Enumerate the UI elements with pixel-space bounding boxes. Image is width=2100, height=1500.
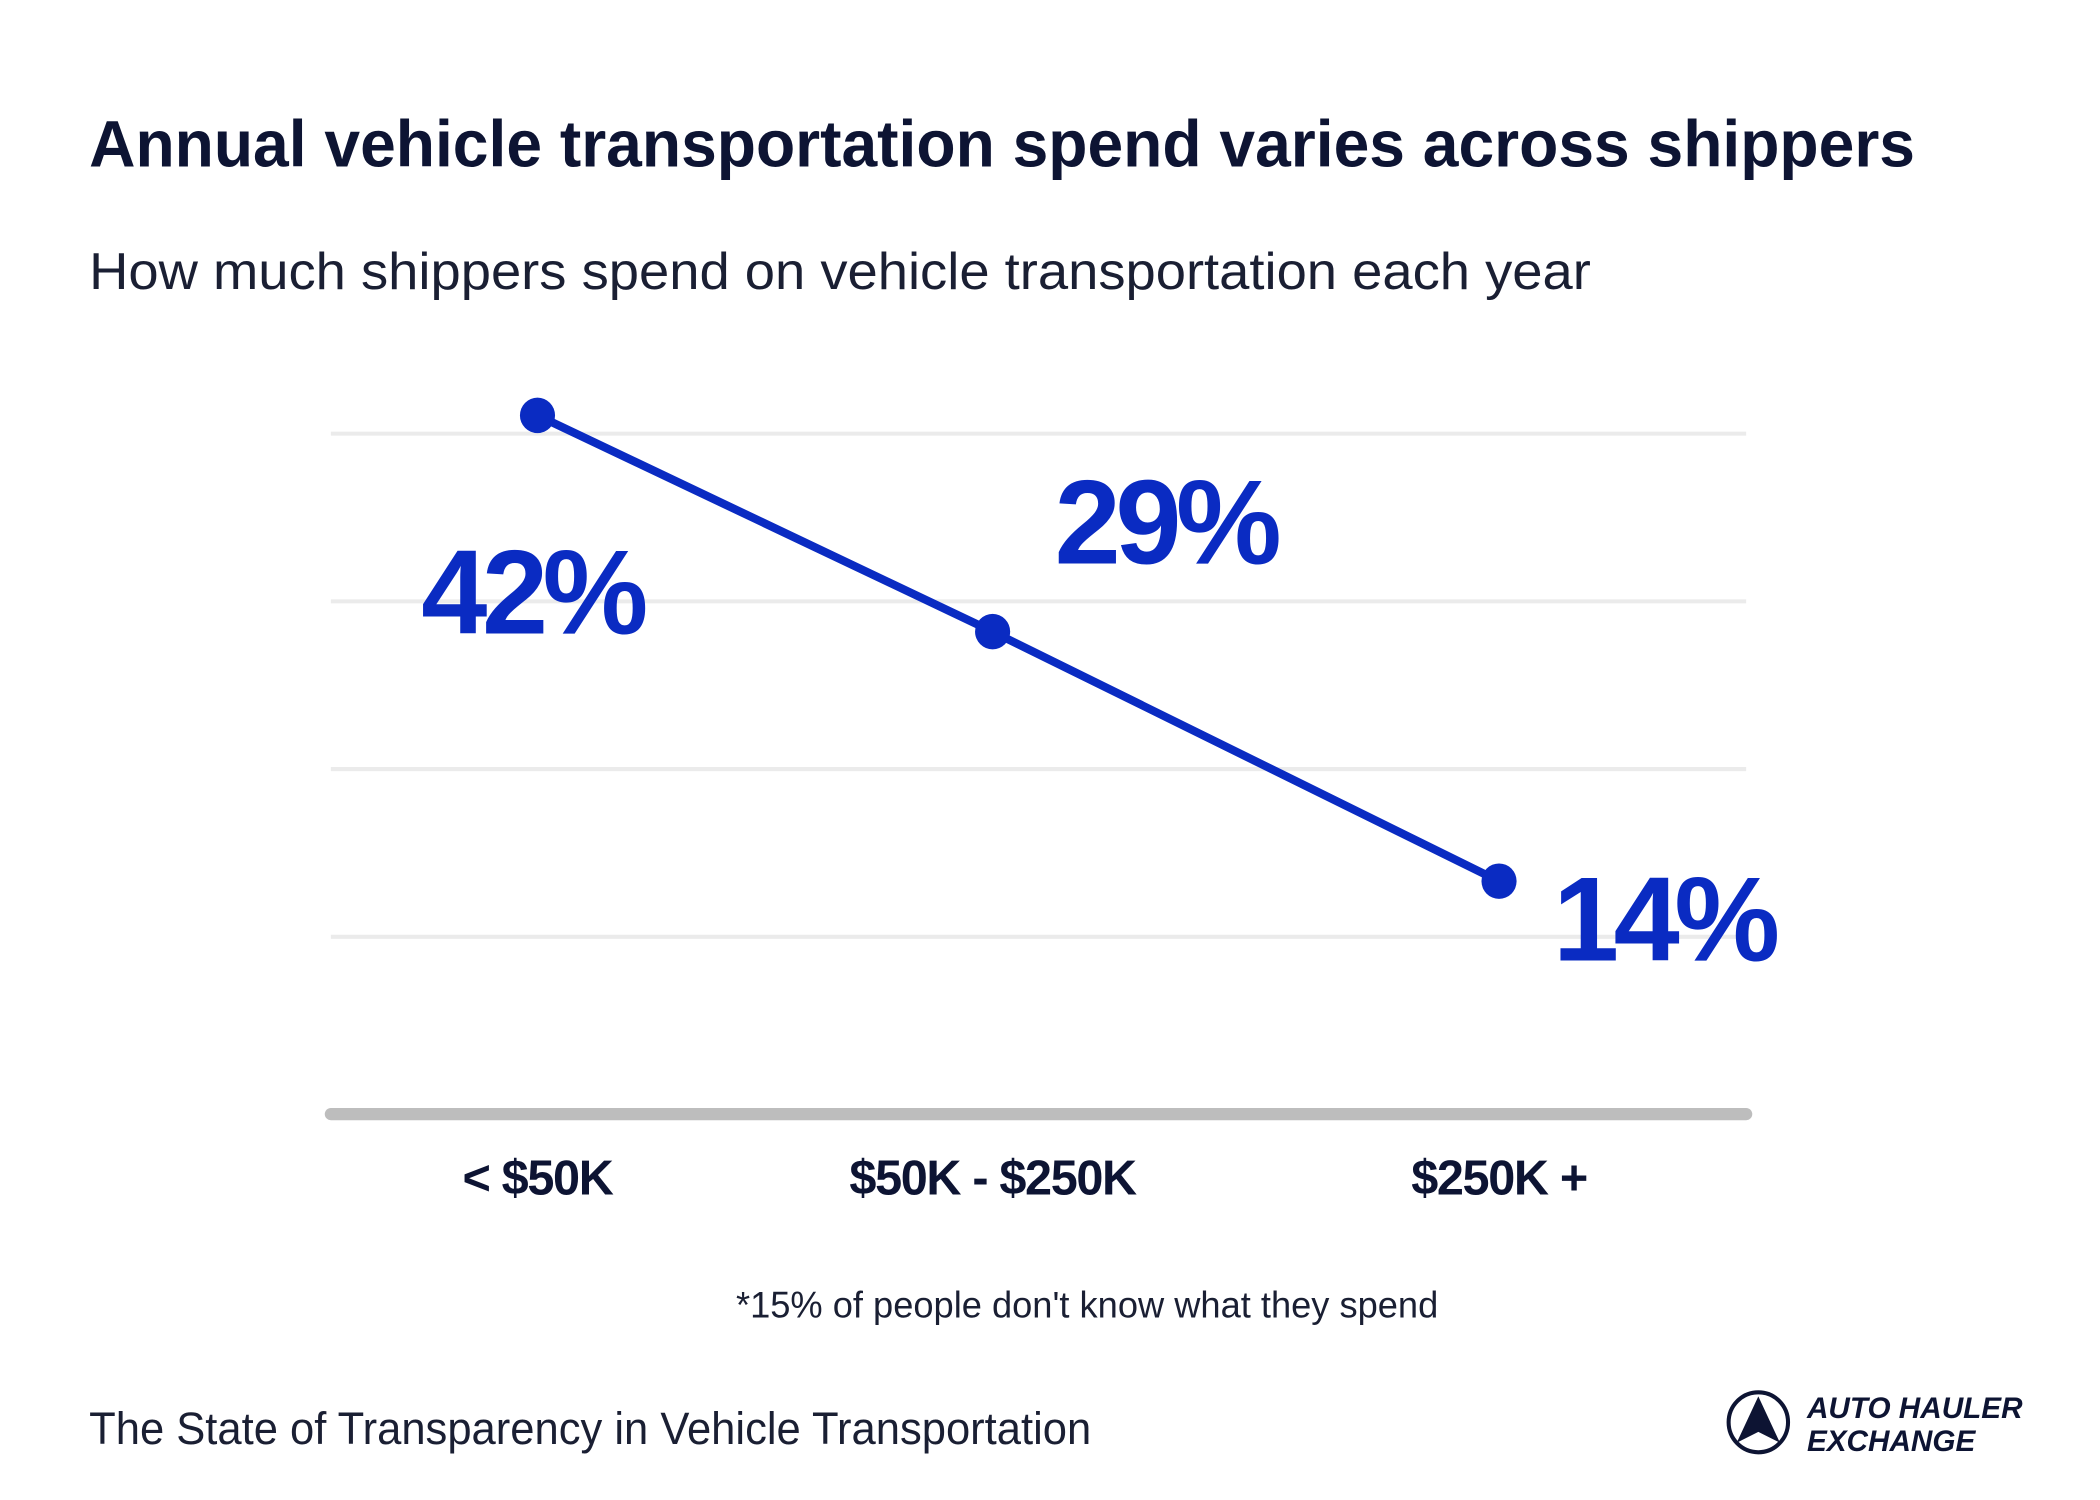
chart-subtitle: How much shippers spend on vehicle trans… [89,242,1591,300]
grid [330,431,1747,939]
source: The State of Transparency in Vehicle Tra… [89,1404,1091,1454]
x-tick-label: $250K + [1411,1151,1587,1205]
value-label: 29% [1055,456,1280,590]
logo-text: EXCHANGE [1807,1425,1976,1458]
logo-ring [1726,1390,1791,1455]
point [1481,863,1517,899]
logo-icon [1736,1396,1780,1443]
x-tick-label: $50K - $250K [849,1151,1137,1205]
chart-title: Annual vehicle transportation spend vari… [89,107,1915,180]
point [975,613,1011,650]
value-label: 42% [421,526,646,660]
value-label: 14% [1553,853,1778,987]
footnote: *15% of people don't know what they spen… [736,1284,1438,1325]
x-tick-label: < $50K [462,1151,613,1205]
point [519,397,556,434]
logo: AUTO HAULER EXCHANGE [1726,1390,2023,1458]
logo-text: AUTO HAULER [1806,1392,2023,1425]
